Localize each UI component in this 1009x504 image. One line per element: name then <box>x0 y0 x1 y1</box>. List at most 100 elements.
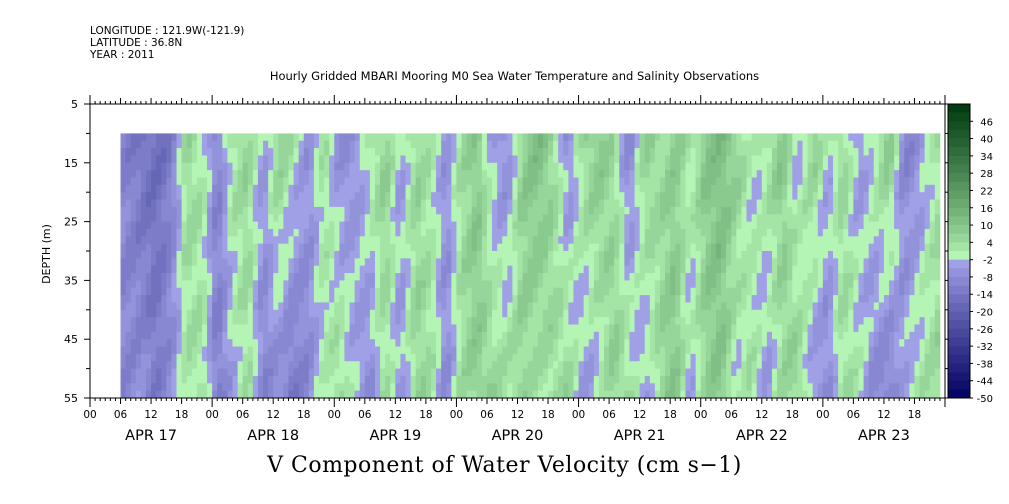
heatmap-cell <box>385 375 391 384</box>
heatmap-cell <box>726 317 732 325</box>
heatmap-cell <box>690 280 697 289</box>
heatmap-cell <box>761 383 768 392</box>
heatmap-cell <box>344 324 350 333</box>
heatmap-cell <box>670 170 676 178</box>
heatmap-cell <box>212 177 218 186</box>
heatmap-cell <box>222 346 228 355</box>
heatmap-cell <box>125 199 132 208</box>
heatmap-cell <box>619 302 625 311</box>
heatmap-cell <box>705 133 712 142</box>
heatmap-cell <box>583 331 590 340</box>
heatmap-cell <box>151 265 157 274</box>
heatmap-cell <box>670 309 676 318</box>
heatmap-cell <box>446 287 452 296</box>
heatmap-cell <box>639 302 646 311</box>
heatmap-cell <box>705 317 712 325</box>
heatmap-cell <box>471 324 478 333</box>
heatmap-cell <box>329 140 335 149</box>
heatmap-cell <box>822 206 829 215</box>
heatmap-cell <box>695 331 702 340</box>
heatmap-cell <box>278 258 284 267</box>
heatmap-cell <box>624 258 630 267</box>
heatmap-cell <box>644 280 651 289</box>
heatmap-cell <box>629 184 635 193</box>
heatmap-cell <box>232 251 238 259</box>
heatmap-cell <box>690 148 697 156</box>
heatmap-cell <box>461 317 468 325</box>
heatmap-cell <box>288 353 294 362</box>
heatmap-cell <box>263 317 269 325</box>
heatmap-cell <box>430 346 437 355</box>
heatmap-cell <box>629 346 635 355</box>
heatmap-cell <box>558 133 564 142</box>
heatmap-cell <box>802 214 808 222</box>
heatmap-cell <box>705 339 712 347</box>
heatmap-cell <box>339 390 345 399</box>
heatmap-cell <box>578 221 585 230</box>
heatmap-cell <box>792 236 798 245</box>
heatmap-cell <box>242 170 249 178</box>
heatmap-cell <box>527 155 534 164</box>
heatmap-cell <box>354 331 361 340</box>
heatmap-cell <box>120 375 127 384</box>
heatmap-cell <box>629 214 635 222</box>
heatmap-cell <box>166 228 172 237</box>
heatmap-cell <box>201 317 208 325</box>
heatmap-cell <box>573 361 579 369</box>
heatmap-cell <box>634 162 641 171</box>
heatmap-cell <box>486 353 493 362</box>
heatmap-cell <box>308 265 315 274</box>
heatmap-cell <box>359 339 366 347</box>
heatmap-cell <box>553 228 559 237</box>
heatmap-cell <box>313 221 320 230</box>
heatmap-cell <box>619 331 625 340</box>
heatmap-cell <box>278 390 284 399</box>
heatmap-cell <box>120 295 127 303</box>
heatmap-cell <box>634 251 641 259</box>
heatmap-cell <box>481 302 488 311</box>
heatmap-cell <box>156 243 162 252</box>
heatmap-cell <box>125 346 132 355</box>
heatmap-cell <box>588 214 595 222</box>
heatmap-cell <box>120 251 127 259</box>
heatmap-cell <box>456 346 462 355</box>
heatmap-cell <box>308 361 315 369</box>
heatmap-cell <box>293 331 300 340</box>
heatmap-cell <box>797 287 803 296</box>
heatmap-cell <box>644 258 651 267</box>
heatmap-cell <box>771 228 778 237</box>
heatmap-cell <box>700 309 707 318</box>
heatmap-cell <box>817 162 824 171</box>
heatmap-cell <box>207 148 213 156</box>
heatmap-cell <box>553 177 559 186</box>
heatmap-cell <box>227 309 233 318</box>
heatmap-cell <box>685 390 691 399</box>
heatmap-cell <box>171 383 177 392</box>
heatmap-cell <box>293 243 300 252</box>
heatmap-cell <box>288 331 294 340</box>
heatmap-cell <box>161 184 167 193</box>
heatmap-cell <box>822 295 829 303</box>
heatmap-cell <box>532 265 539 274</box>
heatmap-cell <box>644 390 651 399</box>
heatmap-cell <box>288 236 294 245</box>
heatmap-cell <box>354 368 361 377</box>
heatmap-cell <box>186 295 193 303</box>
heatmap-cell <box>502 361 508 369</box>
heatmap-cell <box>481 184 488 193</box>
heatmap-cell <box>563 199 569 208</box>
heatmap-cell <box>624 243 630 252</box>
heatmap-cell <box>354 214 361 222</box>
heatmap-cell <box>171 375 177 384</box>
heatmap-cell <box>548 368 554 377</box>
heatmap-cell <box>334 383 340 392</box>
heatmap-cell <box>578 280 585 289</box>
heatmap-cell <box>817 148 824 156</box>
heatmap-cell <box>756 346 763 355</box>
heatmap-cell <box>481 258 488 267</box>
heatmap-cell <box>171 221 177 230</box>
heatmap-cell <box>675 265 681 274</box>
heatmap-cell <box>247 346 254 355</box>
heatmap-cell <box>685 148 691 156</box>
heatmap-cell <box>283 184 289 193</box>
